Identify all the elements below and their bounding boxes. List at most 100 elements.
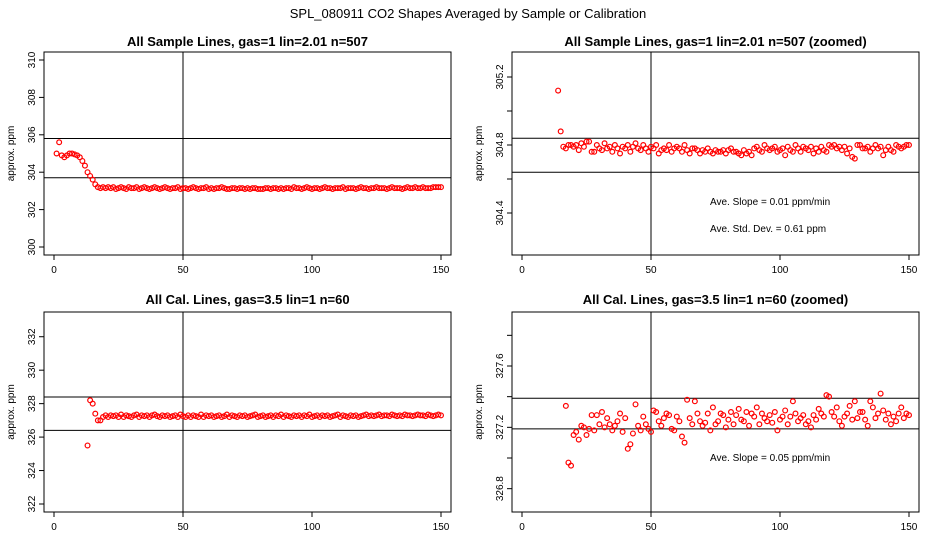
plot-frame — [43, 311, 452, 513]
y-axis-label: approx. ppm — [474, 126, 485, 182]
data-point — [890, 148, 897, 155]
annotation-text: Ave. Slope = 0.01 ppm/min — [710, 197, 830, 208]
data-point — [792, 410, 799, 417]
y-tick-label: 330 — [27, 361, 38, 378]
data-point — [606, 421, 613, 428]
plot-frame — [511, 311, 920, 513]
data-point — [877, 390, 884, 397]
y-tick-label: 332 — [27, 328, 38, 345]
data-point — [820, 413, 827, 420]
data-point — [593, 412, 600, 419]
data-point — [697, 418, 704, 425]
annotation-text: Ave. Slope = 0.05 ppm/min — [710, 453, 830, 464]
data-point — [748, 152, 755, 159]
data-point — [192, 413, 199, 420]
data-point — [562, 402, 569, 409]
data-point — [877, 143, 884, 150]
data-point — [609, 427, 616, 434]
data-point — [84, 442, 91, 449]
data-point — [229, 412, 236, 419]
data-point — [94, 417, 101, 424]
data-point — [725, 416, 732, 423]
data-point — [859, 145, 866, 152]
data-point — [617, 410, 624, 417]
data-point — [627, 441, 634, 448]
data-point — [635, 422, 642, 429]
chart-title: All Cal. Lines, gas=3.5 lin=1 n=60 — [145, 292, 349, 307]
plot-frame — [511, 51, 920, 256]
data-point — [733, 412, 740, 419]
data-point — [746, 422, 753, 429]
data-point — [764, 418, 771, 425]
data-point — [903, 142, 910, 149]
data-point — [627, 148, 634, 155]
data-point — [262, 414, 269, 421]
data-point — [864, 422, 871, 429]
data-point — [573, 142, 580, 149]
data-point — [425, 411, 432, 418]
x-tick-label: 50 — [645, 265, 657, 276]
data-point — [782, 152, 789, 159]
data-point — [810, 412, 817, 419]
data-point — [758, 148, 765, 155]
data-point — [332, 412, 339, 419]
data-point — [730, 148, 737, 155]
data-point — [663, 147, 670, 154]
y-axis-label: approx. ppm — [6, 126, 17, 182]
y-tick-label: 304.8 — [495, 132, 506, 157]
data-point — [807, 424, 814, 431]
data-point — [805, 418, 812, 425]
data-point — [769, 419, 776, 426]
data-point — [673, 413, 680, 420]
data-point — [789, 148, 796, 155]
data-point — [624, 445, 631, 452]
data-point — [838, 422, 845, 429]
data-point — [872, 415, 879, 422]
data-point — [327, 414, 334, 421]
data-point — [632, 140, 639, 147]
y-tick-label: 326.8 — [495, 476, 506, 501]
data-point — [617, 150, 624, 157]
data-point — [580, 424, 587, 431]
data-point — [653, 409, 660, 416]
data-point — [596, 421, 603, 428]
data-point — [841, 143, 848, 150]
data-point — [882, 416, 889, 423]
data-point — [604, 415, 611, 422]
data-point — [79, 157, 86, 164]
data-point — [771, 143, 778, 150]
data-point — [647, 428, 654, 435]
data-point — [624, 142, 631, 149]
data-point — [218, 414, 225, 421]
data-point — [851, 155, 858, 162]
data-point — [844, 150, 851, 157]
data-point — [715, 418, 722, 425]
data-point — [774, 427, 781, 434]
data-point — [339, 412, 346, 419]
data-point — [244, 414, 251, 421]
data-point — [758, 410, 765, 417]
data-point — [771, 409, 778, 416]
data-point — [715, 148, 722, 155]
data-point — [614, 418, 621, 425]
data-point — [637, 147, 644, 154]
data-point — [329, 413, 336, 420]
data-point — [598, 409, 605, 416]
data-point — [645, 148, 652, 155]
x-tick-label: 50 — [177, 265, 189, 276]
y-tick-label: 326 — [27, 428, 38, 445]
data-point — [905, 412, 912, 419]
data-point — [864, 143, 871, 150]
data-point — [751, 413, 758, 420]
data-point — [678, 433, 685, 440]
data-point — [789, 398, 796, 405]
data-point — [846, 145, 853, 152]
data-point — [895, 410, 902, 417]
data-point — [666, 412, 673, 419]
data-point — [740, 418, 747, 425]
data-point — [813, 416, 820, 423]
data-point — [583, 138, 590, 145]
data-point — [601, 424, 608, 431]
x-tick-label: 150 — [901, 265, 918, 276]
data-point — [81, 162, 88, 169]
